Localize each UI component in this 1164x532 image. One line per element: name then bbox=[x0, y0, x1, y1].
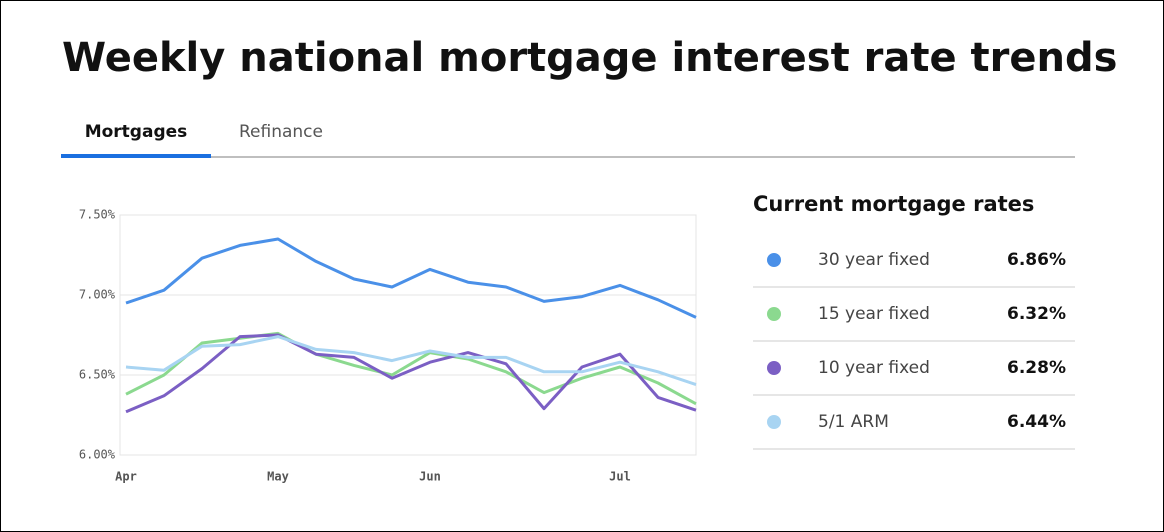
tab[interactable]: Refinance bbox=[239, 122, 323, 142]
series-line bbox=[125, 335, 697, 387]
legend-label: 30 year fixed bbox=[818, 250, 930, 270]
page-title: Weekly national mortgage interest rate t… bbox=[62, 35, 1117, 81]
legend-label: 5/1 ARM bbox=[818, 412, 889, 432]
x-tick-label: Jun bbox=[419, 470, 441, 484]
legend-dot bbox=[767, 307, 781, 321]
series-line bbox=[125, 331, 697, 406]
rate-value: 6.28% bbox=[1007, 358, 1066, 378]
x-tick-label: May bbox=[267, 470, 289, 484]
y-tick-label: 7.00% bbox=[79, 288, 116, 302]
series-line bbox=[125, 333, 697, 414]
y-tick-label: 6.50% bbox=[79, 368, 116, 382]
legend-label: 10 year fixed bbox=[818, 358, 930, 378]
y-tick-label: 7.50% bbox=[79, 208, 116, 222]
legend-dot bbox=[767, 253, 781, 267]
series-line bbox=[125, 237, 697, 319]
panel-title: Current mortgage rates bbox=[753, 192, 1034, 216]
legend-dot bbox=[767, 361, 781, 375]
rate-value: 6.44% bbox=[1007, 412, 1066, 432]
plot: 6.00% 6.50% 7.00% 7.50% Apr May Jun Jul bbox=[79, 208, 697, 484]
x-tick-label: Jul bbox=[609, 470, 631, 484]
legend-dot bbox=[767, 415, 781, 429]
rate-value: 6.86% bbox=[1007, 250, 1066, 270]
y-tick-label: 6.00% bbox=[79, 448, 116, 462]
rate-value: 6.32% bbox=[1007, 304, 1066, 324]
legend-label: 15 year fixed bbox=[818, 304, 930, 324]
x-tick-label: Apr bbox=[115, 470, 137, 484]
rates-panel: 30 year fixed 6.86% 15 year fixed 6.32% 10 y… bbox=[753, 250, 1075, 450]
tab[interactable]: Mortgages bbox=[85, 122, 188, 142]
